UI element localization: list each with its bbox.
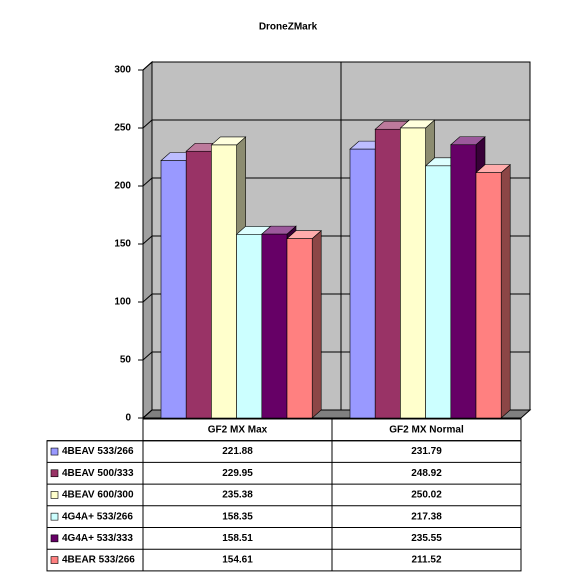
table-value: 235.38: [222, 490, 253, 501]
bar: [475, 172, 502, 419]
table-value: 158.35: [222, 511, 253, 522]
y-tick-label: 100: [114, 297, 131, 308]
y-tick-label: 150: [114, 239, 131, 250]
table-value: 221.88: [222, 446, 253, 457]
grid-line: [142, 177, 153, 187]
table-value: 154.61: [222, 555, 253, 566]
table-value: 217.38: [411, 511, 442, 522]
legend-swatch: [50, 534, 59, 543]
legend-swatch: [50, 556, 59, 564]
bar: [286, 238, 313, 419]
legend-swatch: [50, 447, 59, 456]
table-value: 248.92: [411, 468, 442, 479]
grid-line: [142, 61, 153, 71]
y-tick-label: 250: [114, 123, 131, 134]
table-value: 235.55: [411, 533, 442, 544]
legend-swatch: [50, 491, 59, 499]
table-header: GF2 MX Normal: [389, 424, 464, 435]
y-tick-label: 200: [114, 181, 131, 192]
legend-label: 4G4A+ 533/333: [62, 533, 133, 544]
table-value: 231.79: [411, 446, 442, 457]
legend-label: 4BEAV 533/266: [62, 446, 134, 457]
legend-label: 4BEAR 533/266: [62, 555, 135, 566]
bar-side: [311, 229, 322, 419]
bar: [261, 233, 288, 419]
chart-title: DroneZMark: [259, 22, 318, 33]
table-header: GF2 MX Max: [208, 424, 268, 435]
grid-line: [142, 409, 153, 419]
grid-line: [142, 119, 153, 129]
legend-swatch: [50, 469, 59, 478]
bar: [185, 150, 212, 419]
y-tick-label: 300: [114, 65, 131, 76]
bar-side: [500, 163, 511, 419]
table-value: 211.52: [411, 555, 441, 566]
legend-label: 4BEAV 500/333: [62, 468, 134, 479]
bar: [236, 234, 263, 419]
bar: [450, 144, 477, 419]
bar: [425, 165, 452, 419]
grid-line: [142, 293, 153, 303]
bar: [160, 160, 187, 419]
legend-swatch: [50, 512, 59, 521]
bar: [211, 144, 237, 419]
grid-line: [142, 351, 153, 361]
grid-line: [142, 235, 153, 245]
y-tick-label: 0: [125, 413, 131, 424]
bar: [349, 148, 376, 419]
legend-label: 4BEAV 600/300: [62, 490, 134, 501]
table-value: 158.51: [222, 533, 253, 544]
bar: [400, 127, 426, 419]
legend-label: 4G4A+ 533/266: [62, 511, 133, 522]
bar: [374, 128, 401, 419]
table-value: 229.95: [222, 468, 253, 479]
y-tick-label: 50: [120, 355, 132, 366]
table-value: 250.02: [411, 490, 442, 501]
